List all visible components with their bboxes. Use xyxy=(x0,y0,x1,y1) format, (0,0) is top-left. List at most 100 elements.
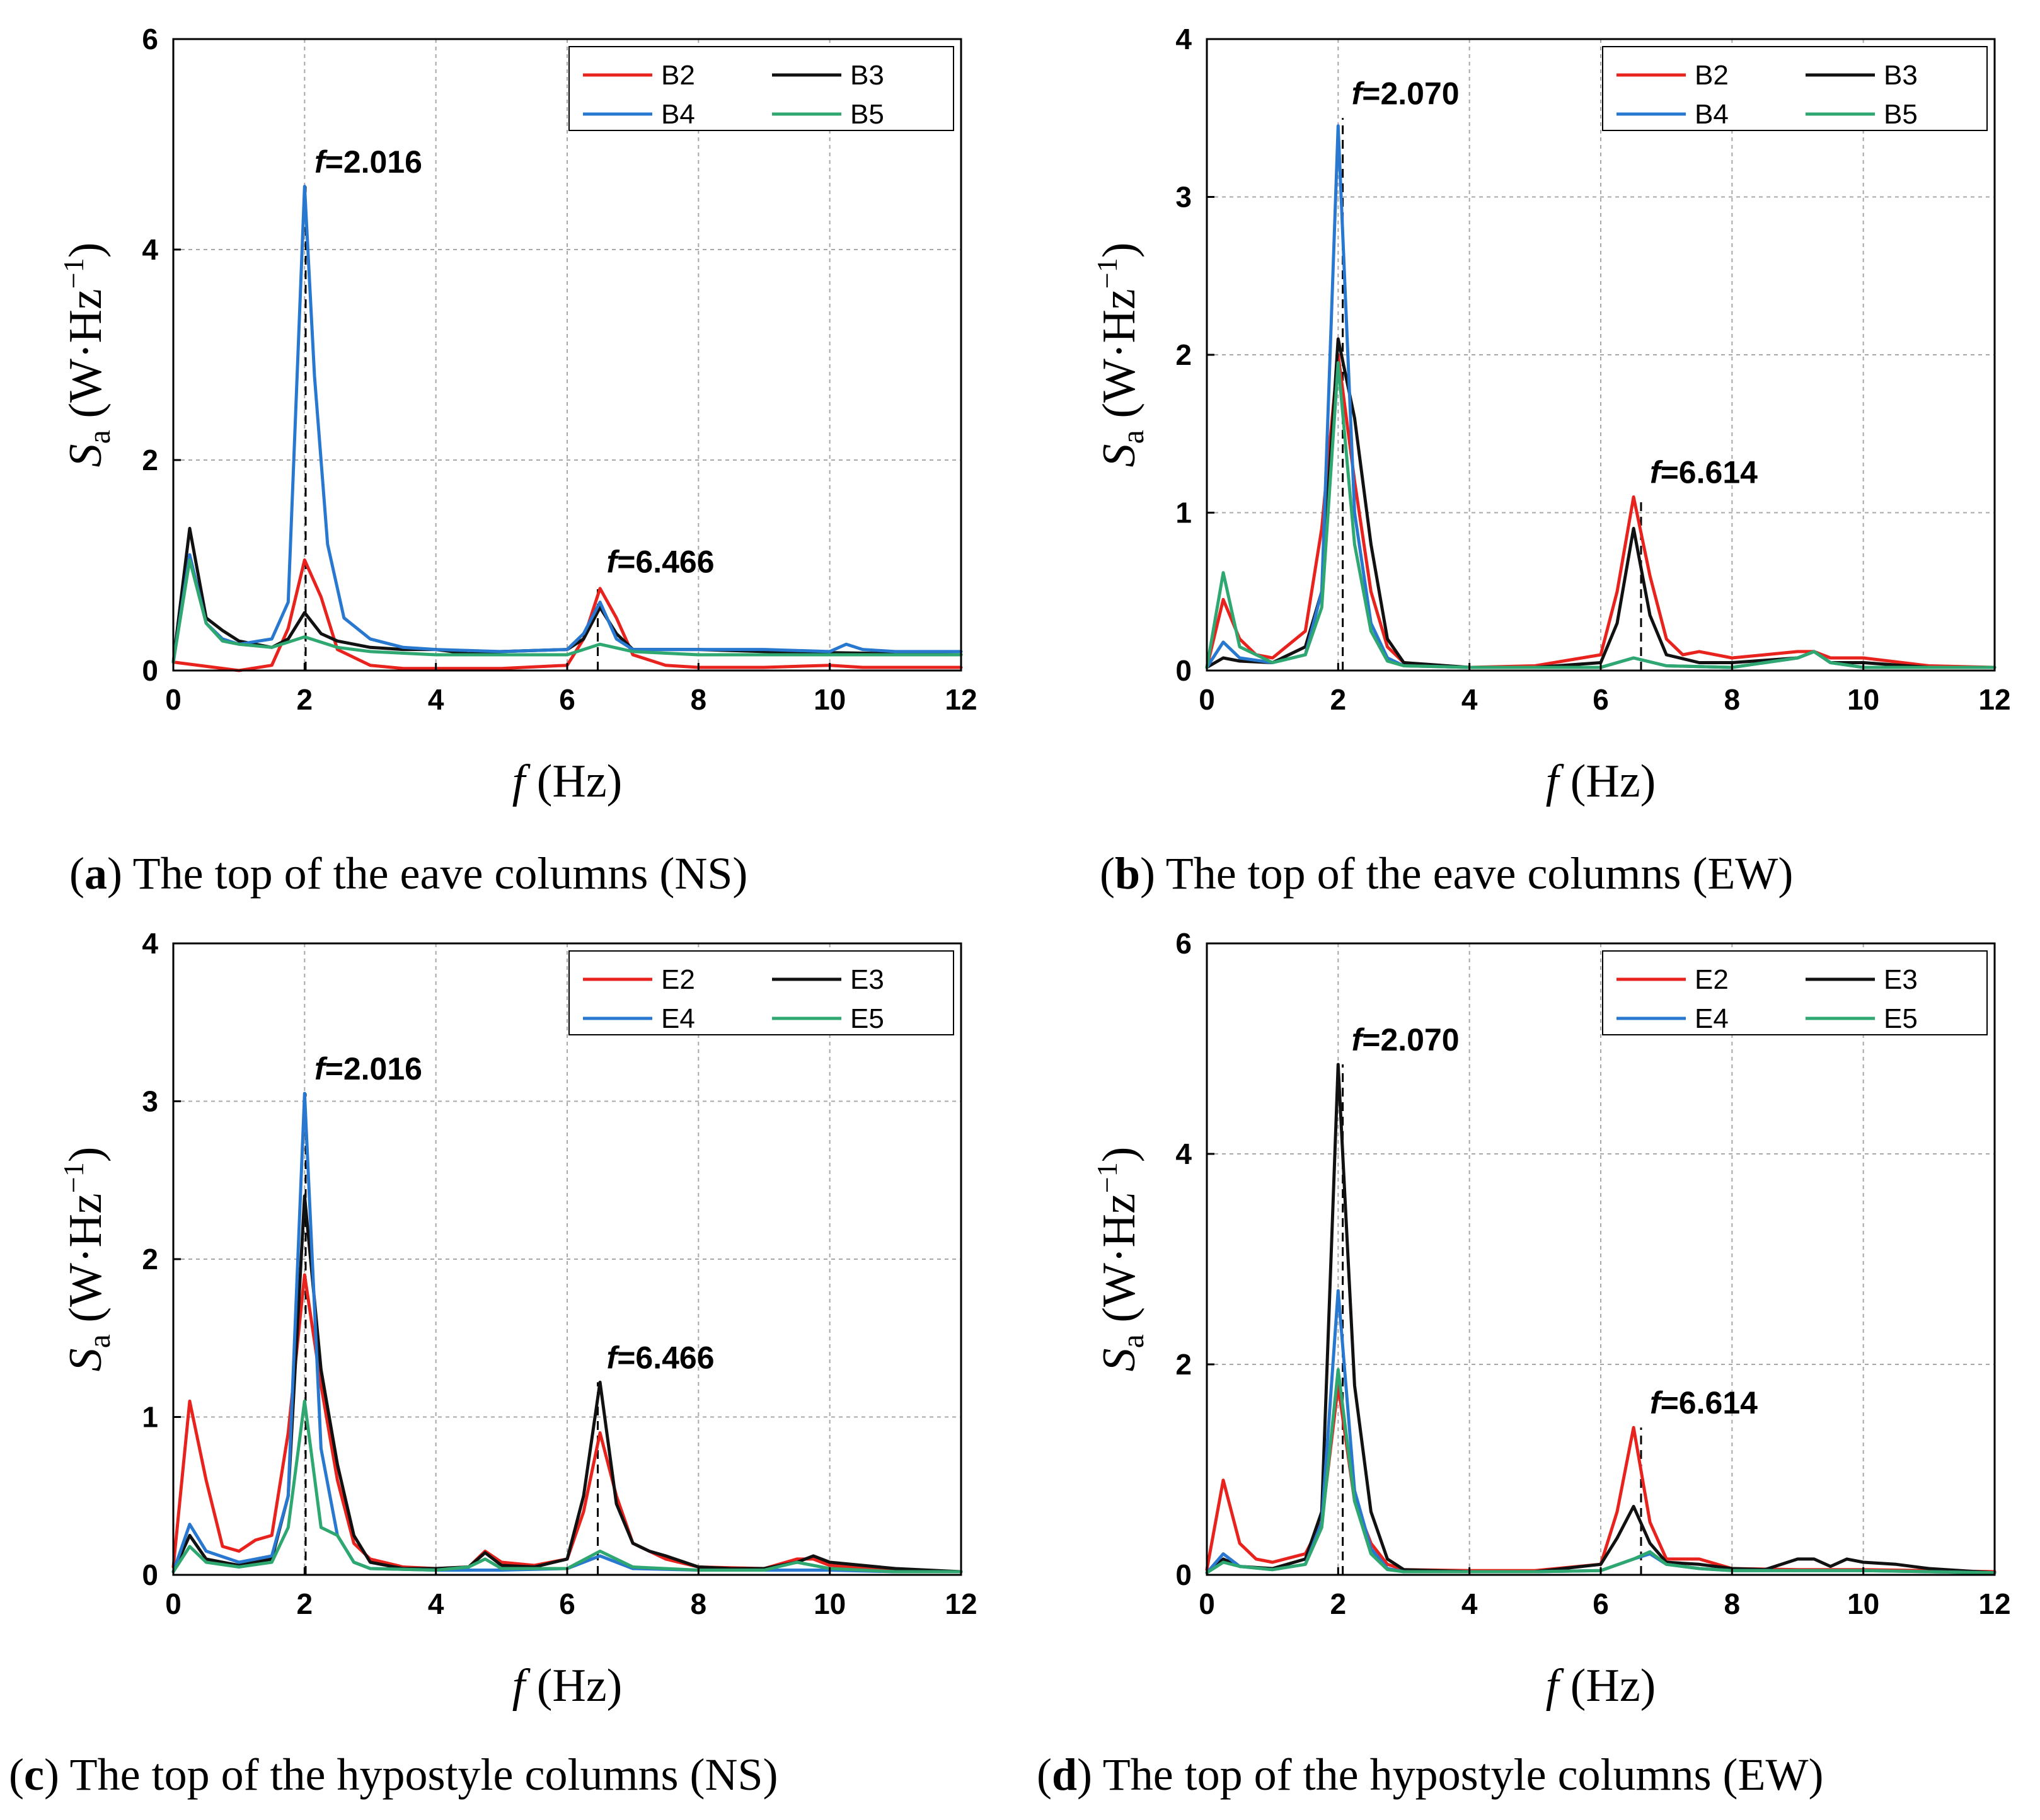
y-axis-exponent: −1 xyxy=(57,1162,89,1193)
peak-annotation-value: =2.016 xyxy=(325,144,422,180)
x-axis-label: f (Hz) xyxy=(1546,1660,1656,1712)
x-tick-label: 4 xyxy=(1461,683,1478,716)
y-axis-symbol: S xyxy=(60,1348,112,1371)
peak-annotation-value: =6.466 xyxy=(617,1340,714,1375)
y-axis-symbol: S xyxy=(1093,444,1145,467)
y-tick-label: 4 xyxy=(142,927,158,960)
series-line-B2 xyxy=(1205,353,1997,669)
panel-caption: (b) The top of the eave columns (EW) xyxy=(1100,848,1793,899)
y-axis-subscript: a xyxy=(1115,430,1150,444)
peak-annotation-symbol: f xyxy=(1352,1022,1365,1057)
panel-caption: (c) The top of the hypostyle columns (NS… xyxy=(9,1749,778,1800)
y-axis-unit: (W·Hz xyxy=(1093,289,1145,430)
y-tick-label: 2 xyxy=(1175,1348,1192,1381)
x-tick-label: 2 xyxy=(1330,683,1347,716)
y-axis-close: ) xyxy=(60,1147,112,1163)
peak-annotation-value: =2.070 xyxy=(1362,1022,1459,1057)
y-tick-label: 3 xyxy=(1175,181,1192,214)
legend-label: B2 xyxy=(1695,60,1729,91)
peak-annotation: f=6.614 xyxy=(1650,454,1758,490)
peak-annotation: f=2.070 xyxy=(1352,76,1460,111)
legend-label: E5 xyxy=(1884,1003,1918,1034)
x-tick-label: 10 xyxy=(814,1587,846,1620)
caption-letter: a xyxy=(84,848,107,899)
peak-annotation-symbol: f xyxy=(607,544,620,579)
peak-annotation: f=2.016 xyxy=(314,1051,422,1086)
y-axis-subscript: a xyxy=(81,1334,117,1348)
y-tick-label: 2 xyxy=(142,444,158,476)
x-axis-label: f (Hz) xyxy=(512,1660,623,1712)
legend-label: B5 xyxy=(850,99,884,130)
legend-box xyxy=(1602,950,1988,1035)
x-tick-label: 2 xyxy=(1330,1587,1347,1620)
y-axis-close: ) xyxy=(60,243,112,258)
y-axis-label: Sa (W·Hz−1) xyxy=(1091,243,1150,468)
x-tick-label: 12 xyxy=(945,1587,977,1620)
legend-box xyxy=(1602,46,1988,131)
x-axis-label: f (Hz) xyxy=(512,756,623,807)
peak-annotation: f=6.466 xyxy=(607,544,715,579)
x-axis-unit: (Hz) xyxy=(525,756,622,807)
peak-annotation-value: =6.466 xyxy=(617,544,714,579)
legend-label: E2 xyxy=(1695,964,1729,995)
legend-label: E5 xyxy=(850,1003,884,1034)
x-tick-label: 0 xyxy=(165,683,182,716)
peak-annotation-value: =2.016 xyxy=(325,1051,422,1086)
caption-text: ) The top of the hypostyle columns (NS) xyxy=(44,1749,778,1800)
y-tick-label: 3 xyxy=(142,1085,158,1118)
legend-box xyxy=(568,46,954,131)
caption-text: ) The top of the hypostyle columns (EW) xyxy=(1077,1749,1823,1800)
caption-letter: c xyxy=(24,1749,44,1800)
y-axis-close: ) xyxy=(1093,243,1145,258)
y-axis-exponent: −1 xyxy=(1091,258,1123,289)
series-line-B5 xyxy=(171,558,963,664)
legend-label: E2 xyxy=(661,964,695,995)
y-tick-label: 4 xyxy=(1175,1138,1192,1170)
y-tick-label: 2 xyxy=(1175,338,1192,371)
caption-letter: b xyxy=(1115,848,1140,899)
y-tick-label: 2 xyxy=(142,1243,158,1276)
peak-annotation: f=2.016 xyxy=(314,144,422,180)
caption-paren: ( xyxy=(1100,848,1115,899)
x-tick-label: 10 xyxy=(1847,1587,1879,1620)
y-tick-label: 0 xyxy=(1175,654,1192,687)
series-line-E3 xyxy=(1205,1063,1997,1575)
x-tick-label: 6 xyxy=(559,683,575,716)
y-tick-label: 6 xyxy=(142,23,158,55)
y-axis-subscript: a xyxy=(81,430,117,444)
peak-annotation-symbol: f xyxy=(607,1340,620,1375)
y-tick-label: 0 xyxy=(142,1558,158,1591)
peak-annotation-symbol: f xyxy=(314,1051,328,1086)
legend-label: B3 xyxy=(850,60,884,91)
caption-text: ) The top of the eave columns (EW) xyxy=(1140,848,1793,899)
legend-label: B4 xyxy=(1695,99,1729,130)
caption-letter: d xyxy=(1052,1749,1077,1800)
y-tick-label: 4 xyxy=(1175,23,1192,55)
series-line-B4 xyxy=(171,185,963,664)
y-axis-subscript: a xyxy=(1115,1334,1150,1348)
peak-annotation-symbol: f xyxy=(1650,1385,1663,1420)
peak-annotation: f=6.614 xyxy=(1650,1385,1758,1420)
peak-annotation-value: =6.614 xyxy=(1661,454,1758,490)
y-axis-symbol: S xyxy=(60,444,112,467)
x-tick-label: 8 xyxy=(691,1587,707,1620)
x-tick-label: 6 xyxy=(1593,1587,1609,1620)
x-axis-unit: (Hz) xyxy=(1559,1660,1656,1712)
plot-frame xyxy=(172,38,962,672)
panel-caption: (d) The top of the hypostyle columns (EW… xyxy=(1037,1749,1823,1800)
x-tick-label: 12 xyxy=(945,683,977,716)
legend-label: B5 xyxy=(1884,99,1918,130)
x-tick-label: 4 xyxy=(428,1587,444,1620)
y-axis-unit: (W·Hz xyxy=(60,1193,112,1334)
peak-annotation-value: =2.070 xyxy=(1362,76,1459,111)
peak-annotation-symbol: f xyxy=(1650,454,1663,490)
x-tick-label: 10 xyxy=(1847,683,1879,716)
x-tick-label: 12 xyxy=(1978,1587,2010,1620)
x-tick-label: 6 xyxy=(559,1587,575,1620)
panel-caption: (a) The top of the eave columns (NS) xyxy=(69,848,747,899)
legend-label: B3 xyxy=(1884,60,1918,91)
